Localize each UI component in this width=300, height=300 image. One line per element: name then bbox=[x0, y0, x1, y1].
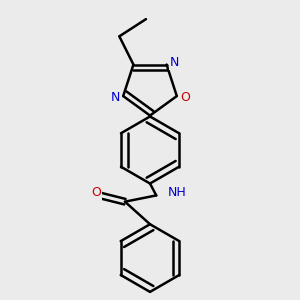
Text: O: O bbox=[91, 186, 101, 199]
Text: N: N bbox=[111, 91, 120, 104]
Text: O: O bbox=[181, 91, 190, 104]
Text: N: N bbox=[170, 56, 179, 70]
Text: NH: NH bbox=[168, 186, 187, 200]
